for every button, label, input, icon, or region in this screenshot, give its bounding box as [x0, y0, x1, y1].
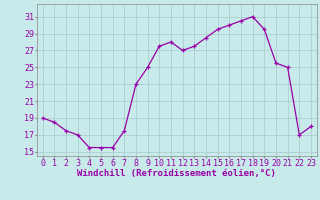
X-axis label: Windchill (Refroidissement éolien,°C): Windchill (Refroidissement éolien,°C) [77, 169, 276, 178]
